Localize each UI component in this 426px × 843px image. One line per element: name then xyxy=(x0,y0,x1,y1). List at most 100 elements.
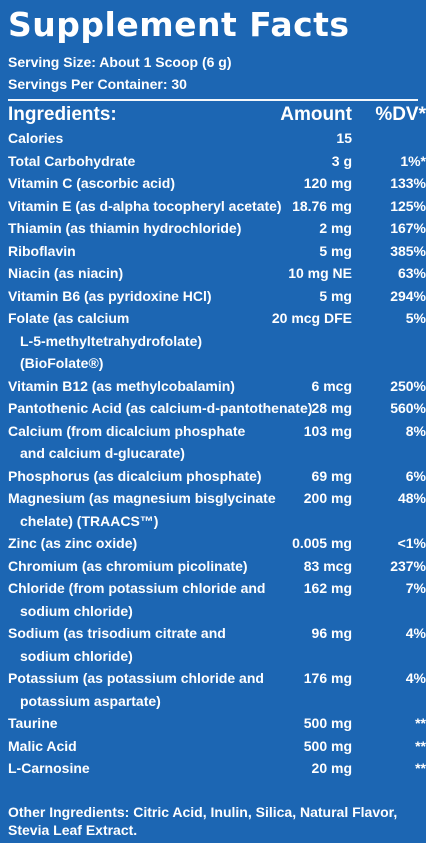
ingredient-dv: 7% xyxy=(405,580,426,596)
ingredient-amount: 18.76 mg xyxy=(292,197,352,214)
ingredient-amount: 15 xyxy=(336,130,352,146)
ingredient-name: Calories xyxy=(8,127,254,150)
ingredient-dv xyxy=(352,127,426,150)
ingredient-name-line: Potassium (as potassium chloride and xyxy=(8,670,264,686)
ingredient-name: Malic Acid xyxy=(8,735,254,758)
ingredient-dv: ** xyxy=(415,715,426,731)
ingredient-name: Chromium (as chromium picolinate) xyxy=(8,555,254,578)
ingredient-name-line: Chloride (from potassium chloride and xyxy=(8,580,266,596)
ingredient-name: Thiamin (as thiamin hydrochloride) xyxy=(8,217,254,240)
ingredient-name: Magnesium (as magnesium bisglycinate chel… xyxy=(8,487,276,532)
table-header: Ingredients: Amount %DV* xyxy=(8,101,426,129)
ingredient-name: Calcium (from dicalcium phosphate and cal… xyxy=(8,420,254,465)
ingredient-name-line: potassium aspartate) xyxy=(20,692,161,709)
ingredient-dv: 237% xyxy=(390,557,426,574)
ingredient-name-line: and calcium d-glucarate) xyxy=(20,445,185,461)
ingredient-name-line: Zinc (as zinc oxide) xyxy=(8,535,138,551)
ingredient-name-line: Folate (as calcium xyxy=(8,310,130,326)
ingredient-dv: 48% xyxy=(397,490,426,506)
ingredient-amount: 83 mcg xyxy=(303,557,352,574)
ingredient-name-line: Calcium (from dicalcium phosphate xyxy=(8,422,246,439)
table-row: L-Carnosine 20 mg ** xyxy=(8,757,426,780)
ingredient-dv: 4% xyxy=(405,625,426,641)
ingredient-dv: ** xyxy=(415,760,426,776)
ingredient-name-line: Riboflavin xyxy=(8,242,76,259)
ingredient-amount: 5 mg xyxy=(319,287,352,304)
ingredient-amount: 6 mcg xyxy=(311,377,352,394)
ingredient-dv: 5% xyxy=(405,310,426,326)
table-row: Taurine 500 mg ** xyxy=(8,712,426,735)
ingredient-amount: 69 mg xyxy=(311,467,352,484)
ingredient-amount: 20 mcg DFE xyxy=(271,310,352,326)
ingredient-dv: 1%* xyxy=(400,152,426,169)
ingredient-dv: 125% xyxy=(390,197,426,214)
table-row: Riboflavin 5 mg 385% xyxy=(8,240,426,263)
ingredient-dv: 133% xyxy=(390,175,426,191)
ingredient-name-line: L-Carnosine xyxy=(8,760,90,776)
ingredient-name-line: Vitamin B12 (as methylcobalamin) xyxy=(8,377,235,394)
table-row: Calcium (from dicalcium phosphate and cal… xyxy=(8,420,426,465)
table-row: Potassium (as potassium chloride and pota… xyxy=(8,667,426,712)
ingredient-name: Phosphorus (as dicalcium phosphate) xyxy=(8,465,262,488)
ingredient-amount: 96 mg xyxy=(311,625,352,641)
table-row: Phosphorus (as dicalcium phosphate) 69 mg… xyxy=(8,465,426,488)
ingredient-name: Total Carbohydrate xyxy=(8,150,254,173)
ingredient-dv: <1% xyxy=(397,535,426,551)
ingredient-amount: 28 mg xyxy=(311,400,352,416)
divider-rule xyxy=(8,99,418,101)
ingredient-name-line: L-5-methyltetrahydrofolate) xyxy=(20,332,203,349)
table-row: Total Carbohydrate 3 g 1%* xyxy=(8,150,426,173)
ingredient-name-line: Calories xyxy=(8,130,64,146)
ingredient-name: Niacin (as niacin) xyxy=(8,262,254,285)
table-row: Sodium (as trisodium citrate and sodium c… xyxy=(8,622,426,667)
ingredient-dv: 167% xyxy=(390,220,426,236)
ingredient-name: Sodium (as trisodium citrate and sodium c… xyxy=(8,622,254,667)
ingredient-amount: 10 mg NE xyxy=(288,265,352,281)
table-row: Calories 15 xyxy=(8,127,418,150)
nutrient-table: Calories 15 Total Carbohydrate 3 g 1%* Vitami… xyxy=(8,127,426,780)
ingredient-amount: 500 mg xyxy=(303,737,352,754)
other-ingredients: Other Ingredients: Citric Acid, Inulin, … xyxy=(8,804,398,838)
ingredient-name: Pantothenic Acid (as calcium-d-pantothen… xyxy=(8,397,312,420)
ingredient-name-line: sodium chloride) xyxy=(20,647,133,664)
ingredient-amount: 5 mg xyxy=(319,242,352,259)
ingredient-name: Chloride (from potassium chloride and sod… xyxy=(8,577,266,622)
ingredient-name-line: chelate) (TRAACS™) xyxy=(20,512,159,529)
table-row: Malic Acid 500 mg ** xyxy=(8,735,426,758)
ingredient-amount: 162 mg xyxy=(303,580,352,596)
ingredient-name: Folate (as calcium L-5-methyltetrahydrofo… xyxy=(8,307,254,375)
ingredient-amount: 500 mg xyxy=(303,715,352,731)
ingredient-name: Potassium (as potassium chloride and pota… xyxy=(8,667,264,712)
table-row: Thiamin (as thiamin hydrochloride) 2 mg 16… xyxy=(8,217,426,240)
ingredient-name-line: sodium chloride) xyxy=(20,602,133,619)
servings-per-container: Servings Per Container: 30 xyxy=(8,76,187,92)
ingredient-amount: 0.005 mg xyxy=(292,535,352,551)
table-row: Niacin (as niacin) 10 mg NE 63% xyxy=(8,262,426,285)
ingredient-dv: 294% xyxy=(390,287,426,304)
ingredient-dv: 560% xyxy=(390,400,426,416)
ingredient-name: Taurine xyxy=(8,712,254,735)
ingredient-name: L-Carnosine xyxy=(8,757,254,780)
ingredient-dv: 4% xyxy=(405,670,426,686)
panel-title: Supplement Facts xyxy=(8,5,350,44)
table-row: Pantothenic Acid (as calcium-d-pantothen… xyxy=(8,397,426,420)
ingredient-name: Vitamin B6 (as pyridoxine HCl) xyxy=(8,285,254,308)
table-row: Chromium (as chromium picolinate) 83 mcg 2… xyxy=(8,555,426,578)
ingredient-dv: 385% xyxy=(390,242,426,259)
ingredient-amount: 3 g xyxy=(331,152,352,169)
ingredient-name-line: Malic Acid xyxy=(8,737,77,754)
ingredient-name: Vitamin E (as d-alpha tocopheryl acetate… xyxy=(8,195,282,218)
ingredient-amount: 120 mg xyxy=(303,175,352,191)
ingredient-name-line: Chromium (as chromium picolinate) xyxy=(8,557,248,574)
ingredient-name-line: Total Carbohydrate xyxy=(8,152,136,169)
ingredient-name: Vitamin C (ascorbic acid) xyxy=(8,172,254,195)
table-row: Folate (as calcium L-5-methyltetrahydrofo… xyxy=(8,307,426,375)
table-row: Vitamin B6 (as pyridoxine HCl) 5 mg 294% xyxy=(8,285,426,308)
amount-header: Amount xyxy=(280,104,352,125)
ingredient-amount: 2 mg xyxy=(319,220,352,236)
ingredient-name: Vitamin B12 (as methylcobalamin) xyxy=(8,375,254,398)
table-row: Vitamin C (ascorbic acid) 120 mg 133% xyxy=(8,172,426,195)
ingredient-dv: 63% xyxy=(397,265,426,281)
ingredient-name-line: Taurine xyxy=(8,715,58,731)
